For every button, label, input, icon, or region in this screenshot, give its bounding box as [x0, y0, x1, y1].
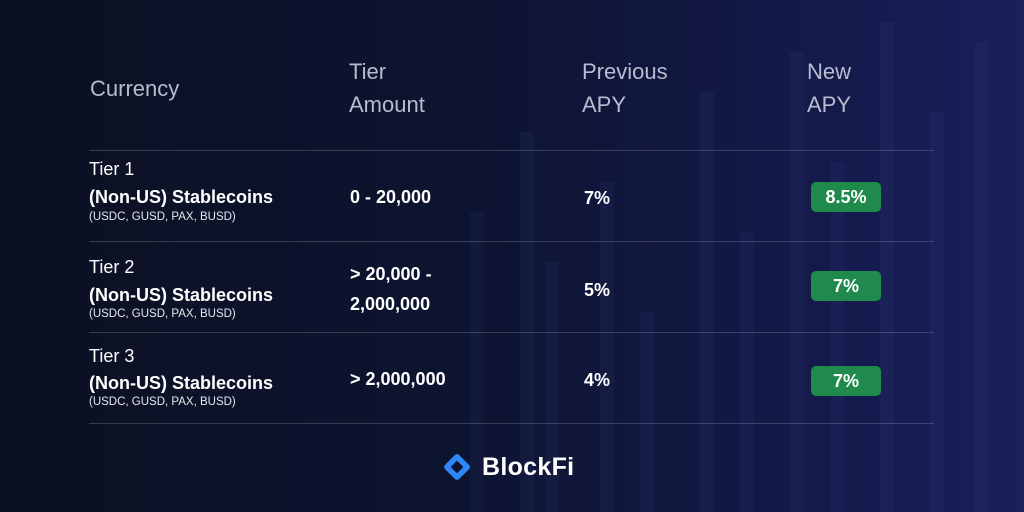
coin-list: (USDC, GUSD, PAX, BUSD) — [89, 396, 236, 408]
new-apy-badge: 8.5% — [811, 182, 881, 212]
tier-amount: > 20,000 - 2,000,000 — [350, 264, 432, 314]
tier-label: Tier 1 — [89, 159, 135, 179]
table-row: Tier 2 (Non-US) Stablecoins (USDC, GUSD,… — [89, 242, 934, 332]
brand-name: BlockFi — [482, 452, 575, 481]
apy-table: Currency Tier Amount Previous APY New AP… — [89, 50, 934, 424]
tier-amount: > 2,000,000 — [350, 369, 446, 389]
header-tier-amount: Tier Amount — [349, 59, 425, 117]
previous-apy: 7% — [584, 188, 611, 208]
currency-name: (Non-US) Stablecoins — [89, 285, 274, 305]
tier-label: Tier 3 — [89, 346, 135, 366]
table-row: Tier 1 (Non-US) Stablecoins (USDC, GUSD,… — [89, 151, 934, 241]
previous-apy: 4% — [584, 370, 611, 390]
divider — [89, 150, 934, 151]
blockfi-logo-icon — [442, 452, 472, 482]
divider — [89, 241, 934, 242]
table-header: Currency Tier Amount Previous APY New AP… — [89, 50, 934, 150]
new-apy-badge: 7% — [811, 366, 881, 396]
tier-label: Tier 2 — [89, 257, 135, 277]
header-currency: Currency — [90, 76, 180, 101]
coin-list: (USDC, GUSD, PAX, BUSD) — [89, 308, 236, 320]
divider — [89, 423, 934, 424]
previous-apy: 5% — [584, 280, 611, 300]
brand-logo: BlockFi — [442, 452, 574, 482]
table-row: Tier 3 (Non-US) Stablecoins (USDC, GUSD,… — [89, 333, 934, 423]
divider — [89, 332, 934, 333]
header-previous-apy: Previous APY — [582, 59, 668, 117]
new-apy-badge: 7% — [811, 271, 881, 301]
coin-list: (USDC, GUSD, PAX, BUSD) — [89, 211, 236, 223]
header-new-apy: New APY — [807, 59, 852, 117]
currency-name: (Non-US) Stablecoins — [89, 373, 274, 393]
tier-amount: 0 - 20,000 — [350, 187, 432, 207]
currency-name: (Non-US) Stablecoins — [89, 187, 274, 207]
